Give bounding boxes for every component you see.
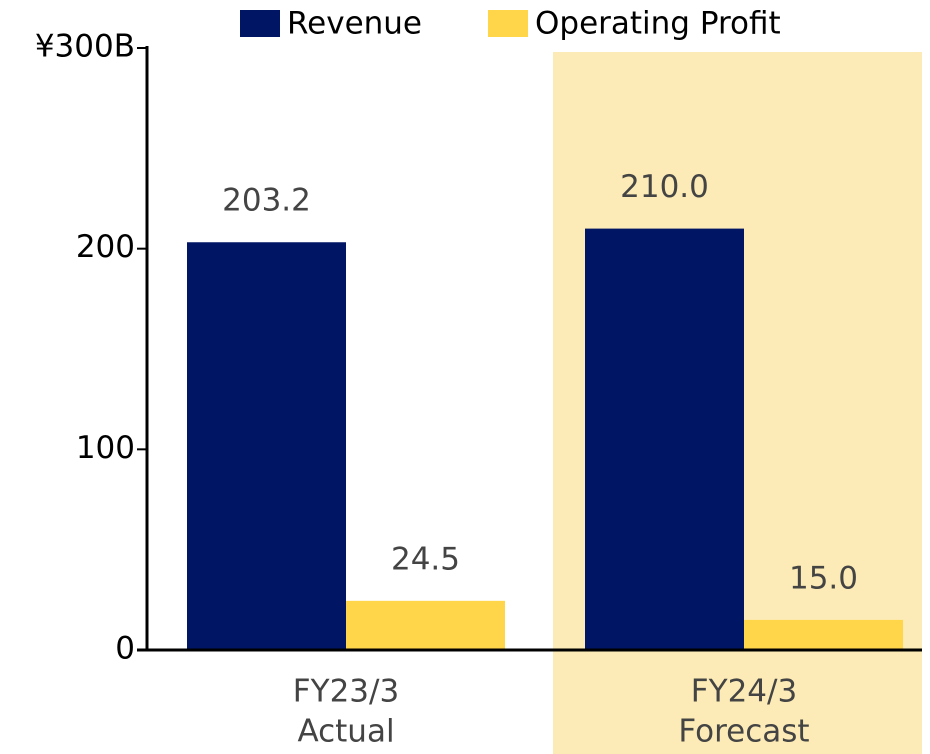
data-label: 24.5 [391, 541, 460, 577]
legend-label: Revenue [287, 6, 422, 42]
x-tick-label: Actual [297, 714, 394, 750]
bar [187, 242, 346, 650]
x-tick-label: Forecast [678, 714, 809, 750]
y-tick-label: 200 [76, 229, 135, 265]
y-tick-label: ¥300B [35, 29, 135, 65]
x-tick-label: FY24/3 [691, 674, 797, 710]
legend-swatch [240, 10, 280, 37]
bar [585, 228, 744, 650]
bar [744, 619, 903, 650]
bar [346, 600, 505, 650]
y-tick-label: 100 [76, 430, 135, 466]
data-label: 203.2 [222, 183, 311, 219]
x-tick-label: FY23/3 [293, 674, 399, 710]
legend-label: Operating Profit [535, 6, 781, 42]
data-label: 15.0 [789, 560, 858, 596]
data-label: 210.0 [620, 169, 709, 205]
y-tick-label: 0 [115, 631, 135, 667]
legend-swatch [488, 10, 528, 37]
